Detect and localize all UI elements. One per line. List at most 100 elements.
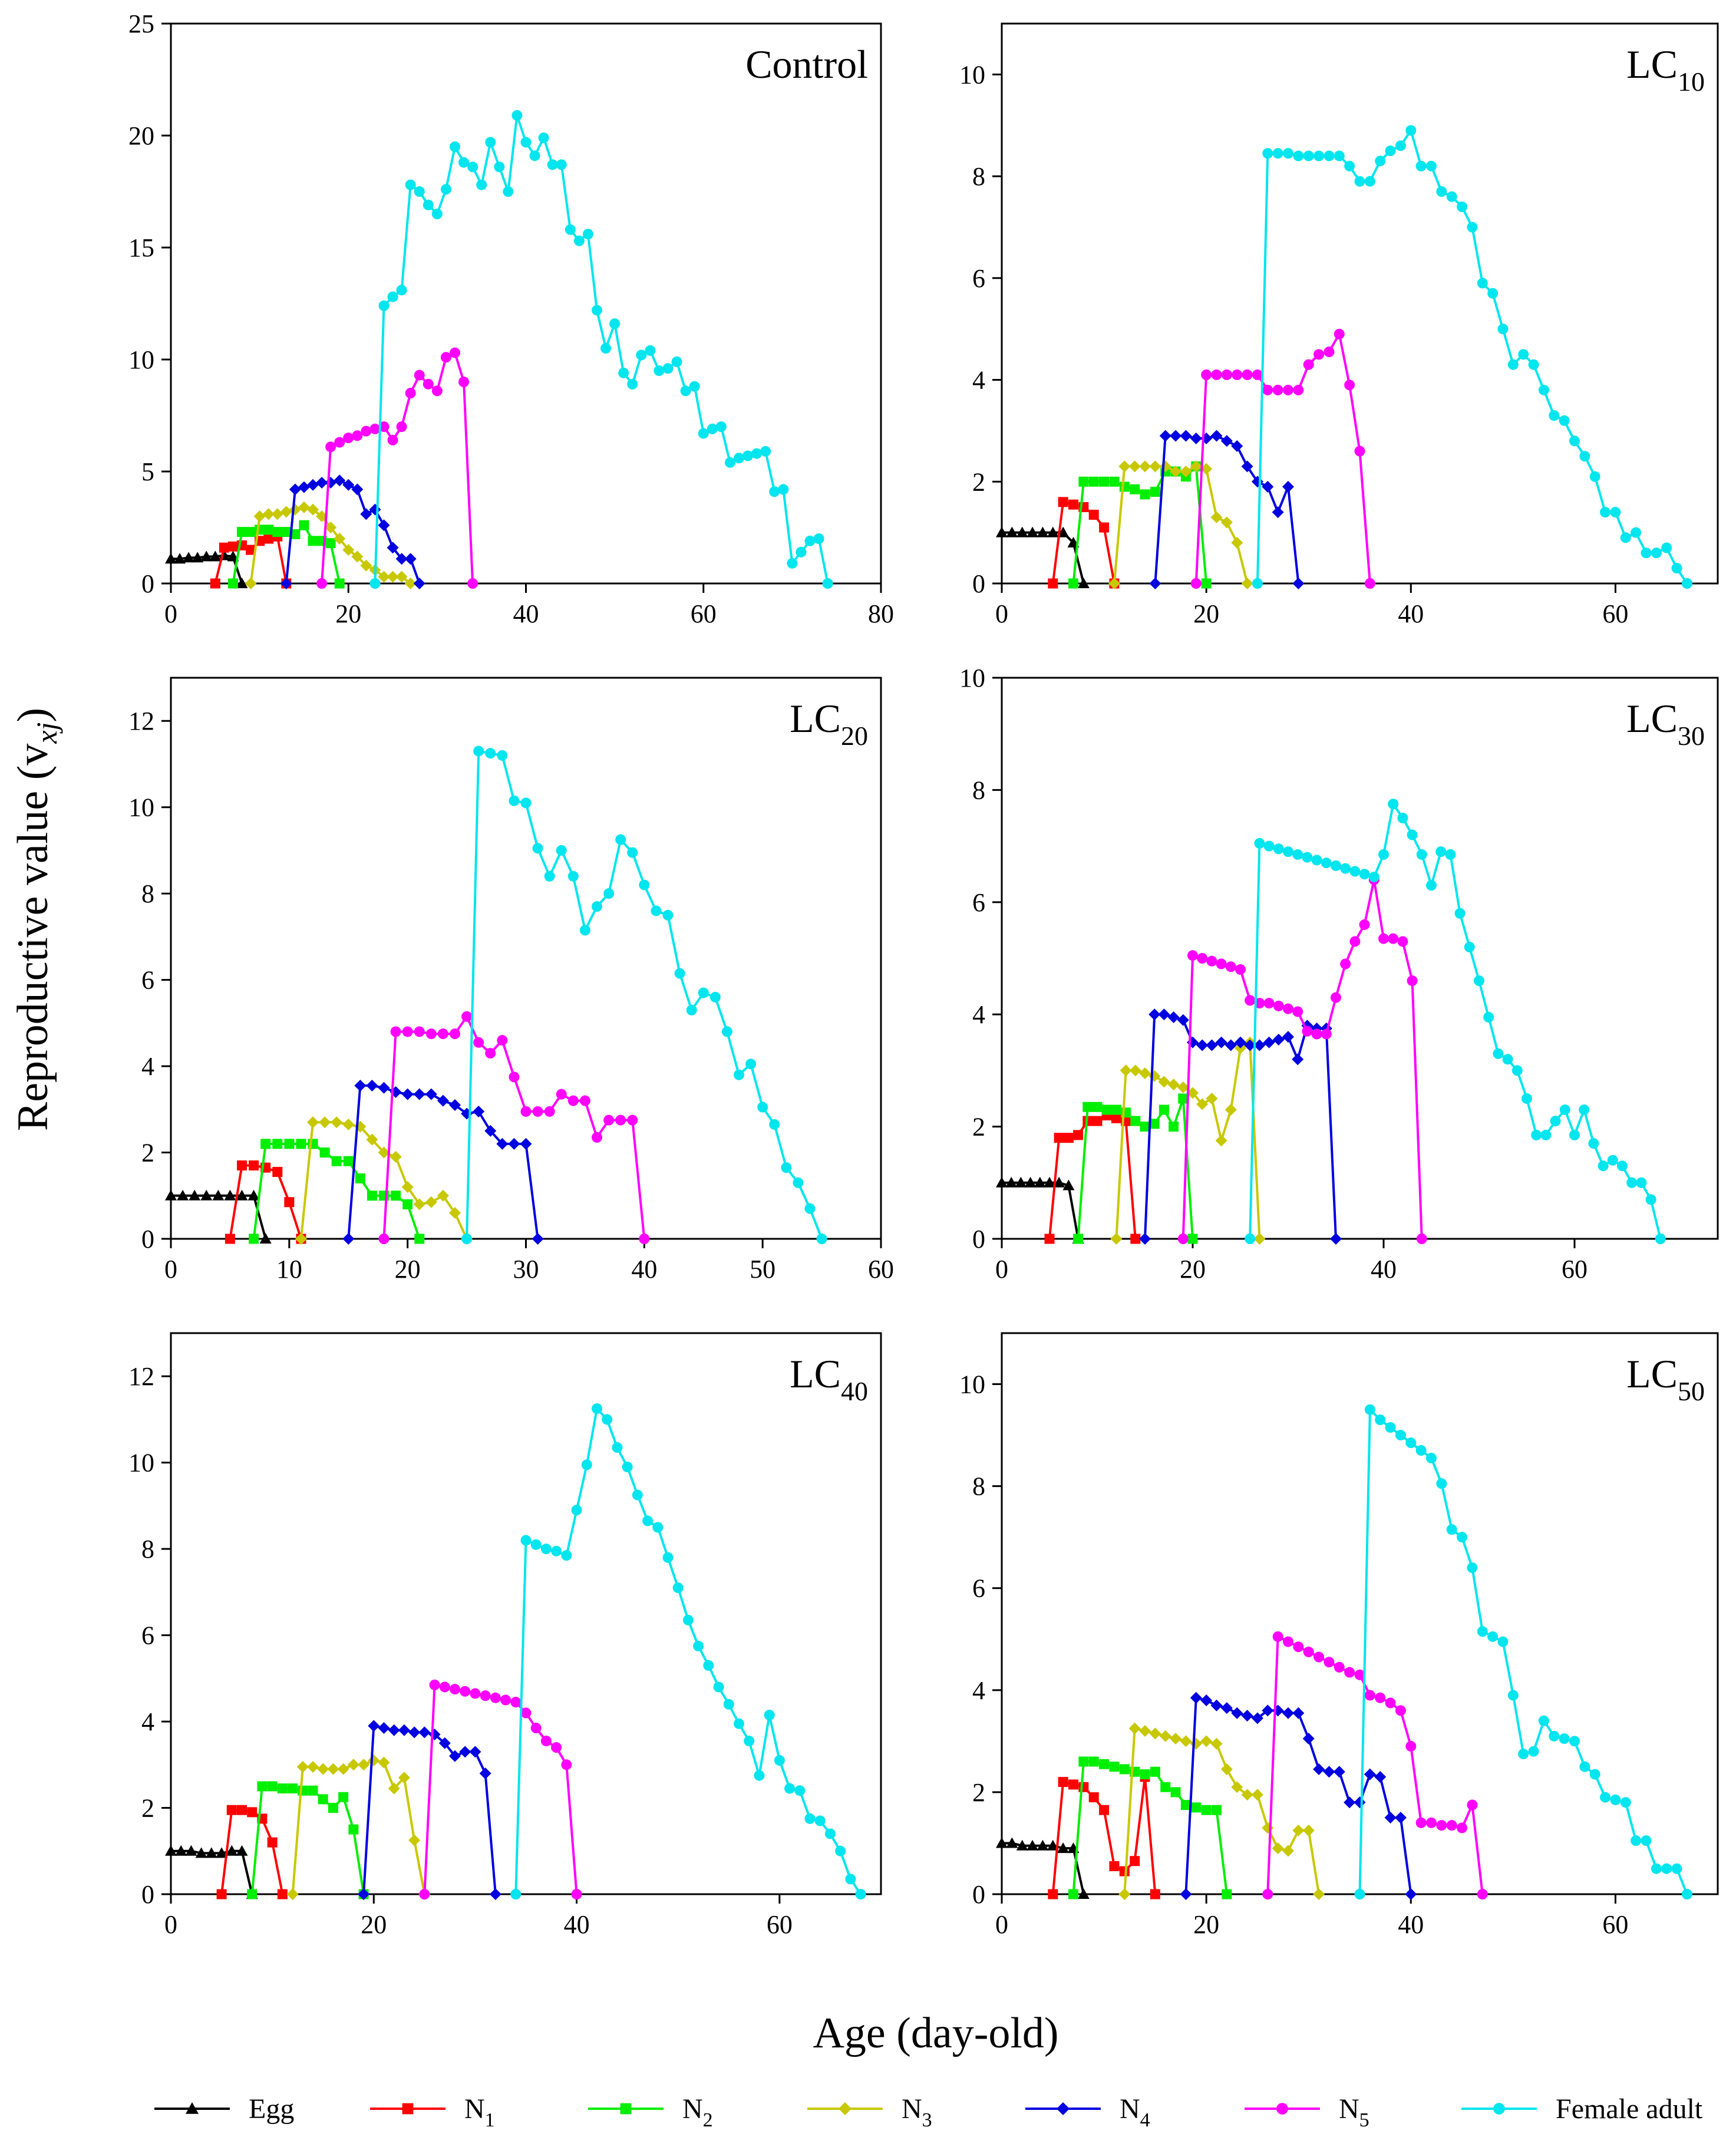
data-point-n2 [284, 1139, 295, 1149]
data-point-adult [1283, 846, 1293, 858]
data-point-n4 [479, 1767, 491, 1779]
data-point-egg [259, 1233, 272, 1244]
data-point-n4 [449, 1099, 461, 1111]
data-point-n2 [1119, 1764, 1130, 1775]
data-point-n3 [1118, 460, 1131, 473]
data-point-adult [642, 1515, 654, 1526]
data-point-adult [1651, 548, 1662, 559]
data-point-adult [1467, 222, 1478, 233]
x-tick-label: 60 [1562, 1255, 1588, 1284]
data-point-adult [778, 484, 789, 495]
data-point-n4 [1330, 1233, 1342, 1245]
data-point-n5 [1262, 1889, 1273, 1899]
data-point-n5 [1303, 1646, 1314, 1657]
data-point-n4 [342, 1233, 355, 1245]
data-point-n5 [1283, 1636, 1293, 1647]
data-point-adult [494, 161, 505, 173]
data-point-n5 [1354, 1669, 1365, 1680]
data-point-n5 [1216, 958, 1227, 969]
data-point-n5 [1344, 1667, 1355, 1678]
legend-label-sub: 5 [1359, 2109, 1369, 2131]
data-point-n5 [1349, 936, 1361, 947]
data-point-adult [855, 1889, 866, 1899]
data-point-n4 [1323, 1766, 1335, 1778]
data-point-adult [1651, 1863, 1662, 1874]
data-point-n4 [404, 553, 417, 565]
data-point-adult [450, 141, 460, 152]
data-point-adult [645, 345, 656, 356]
data-point-n4 [387, 542, 399, 554]
data-point-n5 [352, 430, 363, 441]
data-point-n1 [1119, 1866, 1130, 1877]
series-adult [1252, 125, 1692, 589]
data-point-n1 [1048, 1889, 1058, 1899]
data-point-egg [1077, 1888, 1090, 1899]
data-point-n1 [1130, 1856, 1140, 1866]
plot-frame [170, 22, 882, 585]
data-point-n3 [262, 508, 275, 520]
data-point-n5 [1446, 1820, 1457, 1831]
y-tick-label: 15 [128, 233, 154, 262]
data-point-adult [1538, 384, 1549, 395]
data-point-adult [547, 159, 558, 170]
y-tick-label: 6 [972, 888, 985, 917]
data-point-egg [247, 1189, 260, 1201]
data-point-n3 [1108, 578, 1120, 589]
data-point-adult [769, 1119, 780, 1130]
x-tick-label: 40 [1398, 1910, 1424, 1939]
data-point-adult [723, 1699, 734, 1710]
y-tick-label: 2 [141, 1794, 154, 1823]
data-point-n5 [592, 1132, 602, 1143]
data-point-adult [686, 1004, 697, 1015]
data-point-n4 [1251, 1712, 1263, 1724]
data-point-n1 [1048, 578, 1058, 589]
series-n3 [286, 1754, 431, 1900]
data-point-adult [609, 318, 621, 329]
data-point-n1 [210, 578, 220, 589]
data-point-n2 [1130, 484, 1140, 494]
data-point-n1 [247, 1807, 258, 1818]
data-point-egg [189, 1189, 201, 1201]
data-point-n5 [1395, 1705, 1406, 1716]
data-point-n5 [1385, 1697, 1396, 1709]
series-n3 [1118, 1722, 1325, 1900]
series-n1 [210, 531, 292, 589]
data-point-adult [1354, 1889, 1365, 1899]
data-point-n4 [418, 1726, 431, 1739]
panel-label: LC50 [1626, 1351, 1705, 1406]
data-point-n4 [1272, 506, 1284, 519]
data-point-n3 [271, 508, 283, 520]
data-point-n3 [1231, 536, 1243, 549]
data-point-n2 [1078, 1756, 1089, 1767]
data-point-adult [744, 1736, 755, 1747]
data-point-adult [510, 1889, 522, 1899]
data-point-n5 [1292, 1006, 1303, 1017]
data-point-egg [1053, 1176, 1065, 1188]
series-n2 [247, 1781, 369, 1899]
legend-label: N2 [682, 2093, 713, 2131]
data-point-n3 [245, 578, 257, 589]
data-point-n2 [246, 527, 256, 537]
data-point-n3 [1118, 1888, 1131, 1900]
data-point-adult [1569, 1129, 1580, 1140]
data-point-n4 [1364, 1768, 1376, 1780]
data-point-adult [369, 578, 381, 589]
series-n5 [378, 1011, 650, 1244]
data-point-n5 [1283, 384, 1293, 395]
data-point-n1 [1078, 1782, 1089, 1792]
data-point-n3 [1128, 460, 1141, 473]
y-tick-label: 10 [959, 60, 985, 89]
data-point-adult [689, 381, 700, 392]
data-point-adult [556, 159, 567, 170]
data-point-adult [1254, 837, 1265, 849]
panel-label-sub: 30 [1678, 721, 1705, 751]
data-point-egg [1062, 1179, 1075, 1190]
data-point-n4 [1231, 1707, 1243, 1719]
data-point-n3 [1282, 1845, 1294, 1857]
data-point-adult [1385, 145, 1396, 156]
data-point-n4 [508, 1137, 520, 1150]
data-point-n5 [1235, 964, 1246, 975]
y-tick-label: 4 [141, 1707, 154, 1736]
data-point-adult [1397, 813, 1408, 823]
data-point-adult [485, 748, 496, 759]
